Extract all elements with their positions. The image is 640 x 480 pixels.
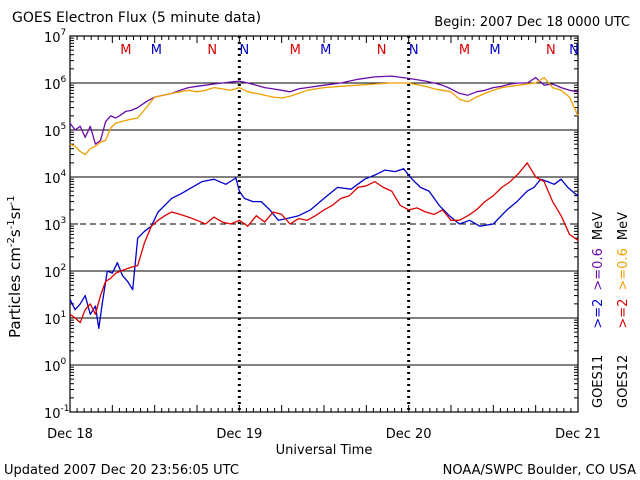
series-line-1: [69, 75, 579, 145]
begin-time: Begin: 2007 Dec 18 0000 UTC: [434, 15, 630, 30]
marker-n-10: N: [546, 43, 556, 58]
y-tick-label-1: 106: [44, 75, 67, 93]
y-tick-label-0: 107: [44, 28, 66, 46]
y-axis-label-sup-3: -1: [6, 195, 17, 205]
y-axis-label-sr: sr: [6, 205, 24, 220]
legend-goes11-label: GOES11: [591, 355, 606, 408]
y-tick-label-5: 102: [44, 263, 66, 281]
marker-m-5: M: [320, 43, 331, 58]
legend-goes12-label: GOES12: [616, 355, 631, 408]
marker-n-11: N: [569, 43, 579, 58]
x-tick-label-2: Dec 20: [386, 427, 432, 442]
minor-ticks: [70, 35, 578, 413]
legend-goes11-gt06: >=0.6: [591, 248, 606, 290]
x-axis-label: Universal Time: [276, 443, 373, 458]
marker-m-0: M: [120, 43, 131, 58]
y-axis-label: Particles cm-2s-1sr-1: [6, 195, 24, 338]
updated-timestamp: Updated 2007 Dec 20 23:56:05 UTC: [4, 463, 239, 478]
legend-goes12-gt06: >=0.6: [616, 248, 631, 290]
marker-n-2: N: [207, 43, 217, 58]
y-tick-label-6: 101: [44, 310, 66, 328]
legend-goes12-gt2: >=2: [616, 299, 631, 329]
legend-goes11-unit: MeV: [591, 212, 606, 240]
series-lines: [69, 75, 579, 330]
y-axis-label-sup-1: -2: [6, 237, 17, 247]
y-axis-label-s: s: [6, 229, 24, 237]
y-tick-label-7: 100: [44, 357, 67, 375]
y-tick-label-8: 10-1: [44, 404, 70, 422]
y-axis-label-main: Particles cm: [6, 247, 24, 338]
marker-n-7: N: [409, 43, 419, 58]
y-tick-labels: 107 106 105 104 103 102 101 100 10-1: [44, 28, 70, 422]
x-tick-label-0: Dec 18: [47, 427, 93, 442]
x-tick-labels: Dec 18 Dec 19 Dec 20 Dec 21: [47, 427, 601, 442]
y-tick-label-4: 103: [44, 216, 66, 234]
series-line-0: [69, 168, 579, 330]
marker-m-8: M: [459, 43, 470, 58]
gridlines: [70, 82, 578, 366]
marker-n-6: N: [377, 43, 387, 58]
x-tick-label-3: Dec 21: [555, 427, 601, 442]
midnight-markers: [237, 36, 411, 412]
legend-goes12: GOES12 >=2 >=0.6 MeV: [616, 212, 631, 408]
x-tick-label-1: Dec 19: [216, 427, 262, 442]
legend: GOES11 >=2 >=0.6 MeV GOES12 >=2 >=0.6 MeV: [591, 212, 631, 408]
series-line-3: [69, 76, 579, 156]
legend-goes11: GOES11 >=2 >=0.6 MeV: [591, 212, 606, 408]
legend-goes12-unit: MeV: [616, 212, 631, 240]
marker-n-3: N: [240, 43, 250, 58]
chart-title: GOES Electron Flux (5 minute data): [12, 10, 261, 26]
marker-m-4: M: [290, 43, 301, 58]
y-axis-label-sup-2: -1: [6, 219, 17, 229]
marker-m-9: M: [489, 43, 500, 58]
legend-goes11-gt2: >=2: [591, 299, 606, 329]
y-tick-label-2: 105: [44, 122, 66, 140]
marker-m-1: M: [151, 43, 162, 58]
y-tick-label-3: 104: [44, 169, 67, 187]
credit: NOAA/SWPC Boulder, CO USA: [443, 463, 636, 478]
series-line-2: [69, 162, 579, 324]
